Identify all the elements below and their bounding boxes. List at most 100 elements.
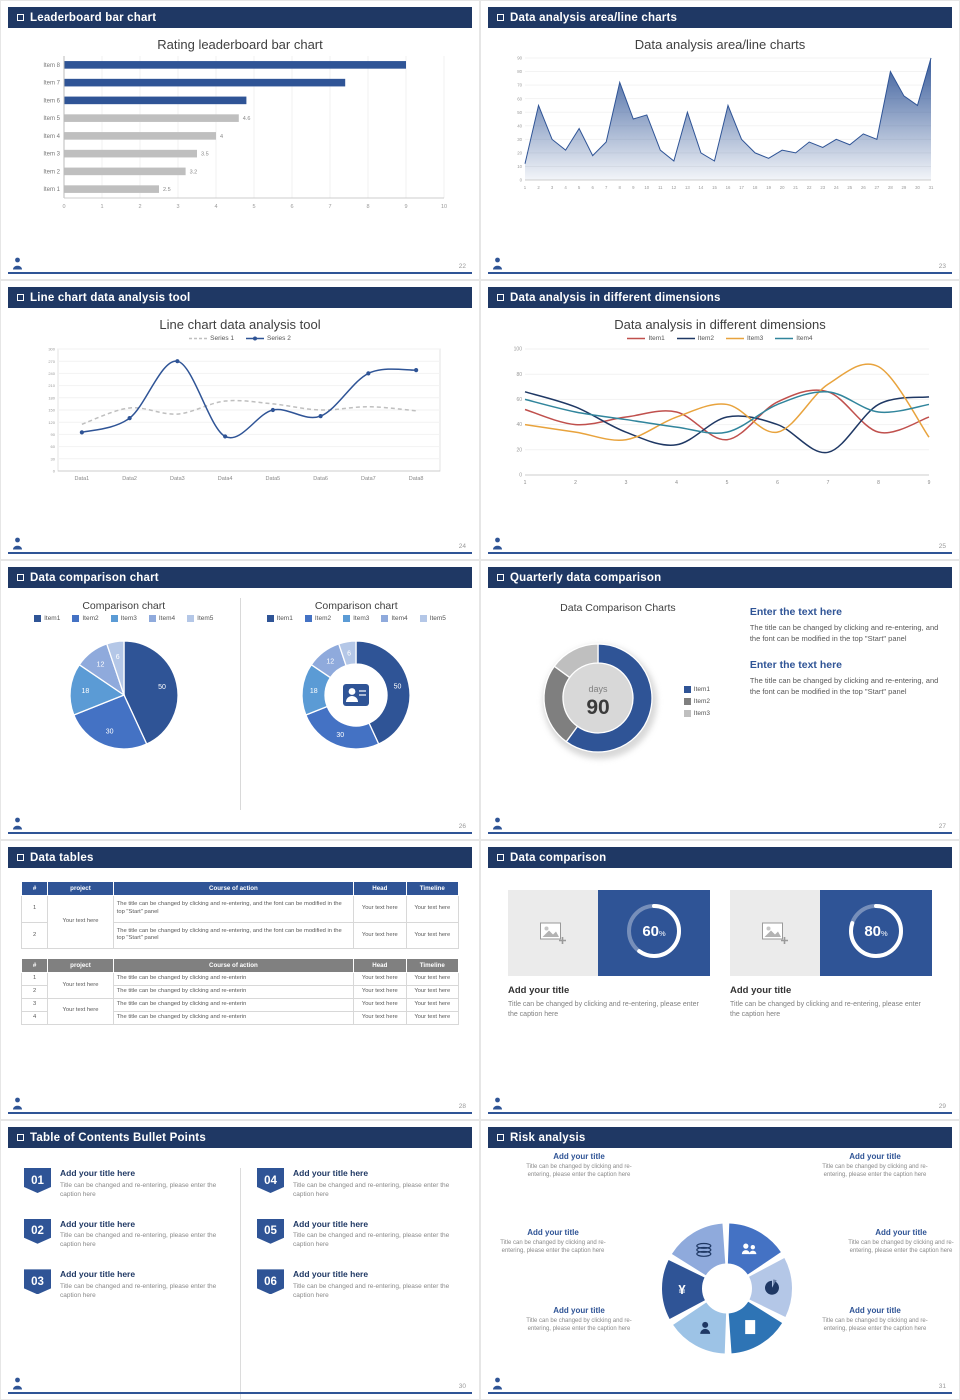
slide-header: Data comparison	[488, 847, 952, 868]
svg-text:Item 4: Item 4	[43, 134, 60, 140]
slide-25[interactable]: Data analysis in different dimensions Da…	[480, 280, 960, 560]
slide-26[interactable]: Data comparison chart Comparison chart I…	[0, 560, 480, 840]
svg-text:30: 30	[337, 732, 345, 739]
toc-item: 06 Add your title here Title can be chan…	[257, 1269, 456, 1300]
toc-item: 01 Add your title here Title can be chan…	[24, 1168, 224, 1199]
svg-text:25: 25	[847, 185, 852, 190]
svg-text:0: 0	[62, 204, 65, 210]
svg-text:30: 30	[105, 729, 113, 736]
legend-item: Item3	[683, 710, 710, 717]
svg-text:8: 8	[366, 204, 369, 210]
slide-header: Leaderboard bar chart	[8, 7, 472, 28]
page-number: 22	[458, 263, 466, 270]
table-header-cell: Course of action	[112, 881, 355, 896]
slide-31[interactable]: Risk analysis ¥ Add your title Title can…	[480, 1120, 960, 1400]
legend-item: Item2	[304, 615, 331, 622]
svg-text:20: 20	[517, 150, 522, 155]
slide-content: Data analysis area/line charts 0 10 20 30 40…	[488, 32, 952, 256]
toc-title: Add your title here	[293, 1269, 369, 1280]
table-header-cell: project	[47, 958, 114, 974]
donut-panel-right: Comparison chart Item1 Item2 Item3 Item4 Ite…	[241, 592, 473, 816]
slide-header: Data comparison chart	[8, 567, 472, 588]
legend-item: Item1	[683, 686, 710, 693]
legend-item: Item4	[148, 615, 175, 622]
risk-caption: Title can be changed by clicking and re-…	[822, 1318, 928, 1333]
pie-panel-left: Comparison chart Item1 Item2 Item3 Item4 Ite…	[8, 592, 240, 816]
svg-text:20: 20	[780, 185, 785, 190]
legend-item: Item2	[676, 335, 714, 342]
bullet-square-icon	[17, 294, 24, 301]
svg-text:100: 100	[514, 347, 523, 353]
page-number: 31	[938, 1383, 946, 1390]
toc-title: Add your title here	[60, 1269, 136, 1280]
slide-22[interactable]: Leaderboard bar chart Rating leaderboard…	[0, 0, 480, 280]
card-caption: Title can be changed by clicking and re-…	[730, 1001, 921, 1019]
legend-item: Series 1	[189, 335, 234, 342]
image-placeholder-icon	[762, 922, 788, 944]
svg-text:1: 1	[100, 204, 103, 210]
slide-content: 01 Add your title here Title can be chan…	[8, 1152, 472, 1399]
svg-text:16: 16	[726, 185, 731, 190]
svg-text:31: 31	[929, 185, 934, 190]
svg-text:40: 40	[516, 422, 522, 428]
svg-text:70: 70	[517, 83, 522, 88]
svg-text:19: 19	[766, 185, 771, 190]
footer-logo-icon	[492, 1097, 503, 1110]
svg-text:4: 4	[214, 204, 217, 210]
svg-text:240: 240	[48, 371, 55, 376]
slide-header-title: Data analysis in different dimensions	[510, 291, 721, 304]
table-header-cell: #	[20, 881, 49, 896]
bullet-square-icon	[497, 574, 504, 581]
svg-text:18: 18	[81, 688, 89, 695]
svg-text:14: 14	[699, 185, 704, 190]
svg-text:120: 120	[48, 420, 55, 425]
svg-text:6: 6	[290, 204, 293, 210]
svg-text:20: 20	[516, 447, 522, 453]
svg-text:10: 10	[644, 185, 649, 190]
footer-logo-icon	[12, 537, 23, 550]
progress-panel: 60%	[598, 890, 710, 976]
svg-text:29: 29	[902, 185, 907, 190]
slide-24[interactable]: Line chart data analysis tool Line chart…	[0, 280, 480, 560]
svg-text:Data7: Data7	[361, 476, 376, 482]
page-number: 30	[458, 1383, 466, 1390]
donut-legend: Item1 Item2 Item3	[683, 683, 710, 718]
data-table-gray: # project Course of action Head Timeline 1 You…	[20, 958, 460, 1025]
slide-23[interactable]: Data analysis area/line charts Data anal…	[480, 0, 960, 280]
svg-text:Data5: Data5	[266, 476, 281, 482]
svg-text:Data2: Data2	[122, 476, 137, 482]
slide-header: Data analysis in different dimensions	[488, 287, 952, 308]
slide-28[interactable]: Data tables # project Course of action Head…	[0, 840, 480, 1120]
svg-text:Item 2: Item 2	[43, 169, 60, 175]
svg-text:18: 18	[753, 185, 758, 190]
svg-text:7: 7	[605, 185, 608, 190]
legend-item: Item4	[381, 615, 408, 622]
risk-title: Add your title	[849, 1152, 901, 1161]
slide-header-title: Data analysis area/line charts	[510, 11, 678, 24]
svg-text:6: 6	[591, 185, 594, 190]
page-number: 28	[458, 1103, 466, 1110]
footer-line	[8, 552, 472, 554]
legend-item: Item5	[187, 615, 213, 622]
line-chart-legend: Series 1 Series 2	[8, 332, 472, 343]
legend-item: Item5	[419, 615, 446, 622]
svg-text:2: 2	[537, 185, 540, 190]
slide-header-title: Table of Contents Bullet Points	[30, 1131, 206, 1144]
svg-text:4.6: 4.6	[243, 116, 251, 122]
footer-logo-icon	[492, 1377, 503, 1390]
footer-logo-icon	[492, 537, 503, 550]
footer-logo-icon	[12, 257, 23, 270]
data-table-blue: # project Course of action Head Timeline 1 You…	[20, 881, 460, 950]
slide-30[interactable]: Table of Contents Bullet Points 01 Add y…	[0, 1120, 480, 1400]
risk-pinwheel-diagram: ¥	[641, 1203, 813, 1380]
svg-text:Item 6: Item 6	[43, 98, 60, 104]
slide-27[interactable]: Quarterly data comparison Data Compariso…	[480, 560, 960, 840]
slide-header-title: Risk analysis	[510, 1131, 586, 1144]
risk-caption: Title can be changed by clicking and re-…	[822, 1164, 928, 1179]
toc-title: Add your title here	[60, 1168, 136, 1178]
slide-29[interactable]: Data comparison 60% Add your title Title…	[480, 840, 960, 1120]
legend-item: Item3	[726, 335, 764, 342]
toc-item: 04 Add your title here Title can be chan…	[257, 1168, 456, 1199]
chart-title: Data Comparison Charts	[560, 602, 676, 614]
svg-text:60: 60	[517, 96, 522, 101]
